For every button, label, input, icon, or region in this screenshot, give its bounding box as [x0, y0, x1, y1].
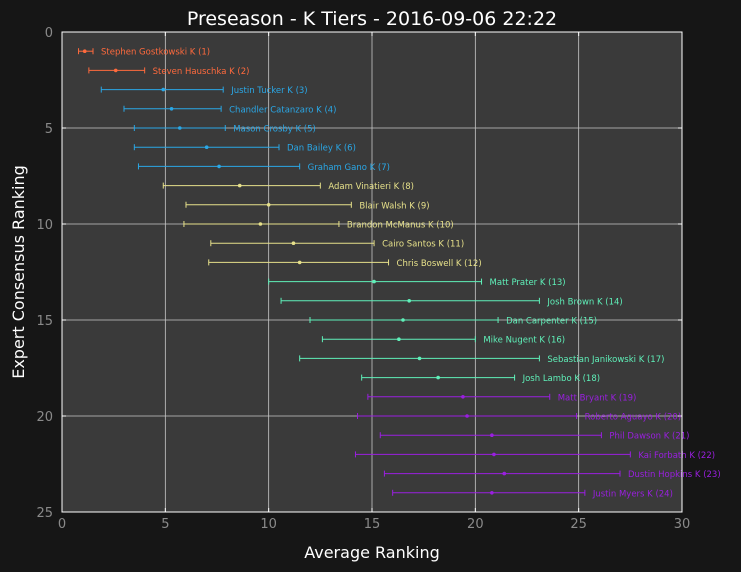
x-axis-label: Average Ranking — [304, 543, 440, 562]
player-errorbar: Josh Lambo K (18) — [361, 374, 600, 384]
player-errorbar: Chandler Catanzaro K (4) — [123, 105, 337, 115]
player-errorbar: Graham Gano K (7) — [137, 163, 390, 173]
player-label: Matt Bryant K (19) — [558, 393, 637, 403]
data-point — [237, 183, 242, 188]
data-point — [461, 395, 465, 399]
data-point — [169, 107, 174, 111]
player-errorbar: Justin Tucker K (3) — [100, 86, 308, 96]
player-label: Josh Brown K (14) — [546, 297, 622, 307]
y-tick-label: 5 — [45, 122, 53, 137]
player-label: Stephen Gostkowski K (1) — [101, 48, 210, 58]
data-point — [178, 126, 182, 130]
player-errorbar: Josh Brown K (14) — [280, 297, 623, 307]
player-errorbar: Dan Bailey K (6) — [133, 144, 356, 154]
player-label: Chandler Catanzaro K (4) — [229, 105, 336, 115]
data-point — [266, 203, 271, 207]
player-label: Sebastian Janikowski K (17) — [547, 355, 664, 365]
player-label: Graham Gano K (7) — [308, 163, 390, 173]
data-point — [258, 222, 263, 226]
data-point — [436, 375, 440, 380]
data-point — [465, 414, 469, 418]
player-label: Blair Walsh K (9) — [359, 201, 429, 211]
player-label: Mason Crosby K (5) — [233, 125, 316, 135]
data-point — [161, 87, 166, 92]
data-point — [407, 299, 412, 303]
data-point — [401, 318, 405, 322]
player-label: Phil Dawson K (21) — [609, 432, 689, 442]
x-tick-label: 30 — [674, 517, 691, 532]
player-label: Mike Nugent K (16) — [483, 336, 565, 346]
player-errorbar: Adam Vinatieri K (8) — [162, 182, 414, 192]
player-errorbar: Phil Dawson K (21) — [379, 432, 689, 442]
player-label: Justin Tucker K (3) — [230, 86, 307, 96]
player-errorbar: Justin Myers K (24) — [392, 489, 673, 499]
data-point — [492, 452, 496, 457]
player-label: Brandon McManus K (10) — [347, 221, 454, 231]
player-errorbar: Mike Nugent K (16) — [321, 336, 565, 346]
player-errorbar: Mason Crosby K (5) — [133, 125, 316, 135]
player-errorbar: Brandon McManus K (10) — [183, 221, 454, 231]
x-tick-label: 15 — [364, 517, 381, 532]
player-label: Dustin Hopkins K (23) — [628, 470, 721, 480]
player-label: Josh Lambo K (18) — [522, 374, 600, 384]
player-errorbar: Blair Walsh K (9) — [185, 201, 430, 211]
y-tick-label: 15 — [36, 314, 53, 329]
player-errorbar: Matt Prater K (13) — [268, 278, 566, 288]
data-point — [297, 260, 302, 265]
data-point — [417, 356, 422, 361]
data-point — [490, 491, 494, 495]
x-tick-label: 10 — [260, 517, 277, 532]
data-point — [82, 49, 87, 53]
player-label: Roberto Aguayo K (20) — [585, 413, 682, 423]
player-errorbar: Steven Hauschka K (2) — [88, 67, 250, 77]
y-tick-label: 0 — [45, 26, 53, 41]
y-axis-label: Expert Consensus Ranking — [9, 165, 28, 379]
data-point — [113, 68, 118, 73]
player-errorbar: Matt Bryant K (19) — [367, 393, 637, 403]
plot-frame — [61, 31, 683, 513]
data-point — [397, 337, 401, 342]
player-errorbar: Chris Boswell K (12) — [208, 259, 482, 269]
player-label: Steven Hauschka K (2) — [153, 67, 250, 77]
player-label: Cairo Santos K (11) — [382, 240, 464, 250]
y-tick-label: 10 — [36, 218, 53, 233]
player-label: Matt Prater K (13) — [490, 278, 566, 288]
x-tick-label: 5 — [161, 517, 169, 532]
player-errorbar: Dustin Hopkins K (23) — [383, 470, 721, 480]
player-errorbar: Cairo Santos K (11) — [210, 240, 464, 250]
player-errorbar: Dan Carpenter K (15) — [309, 317, 597, 327]
data-point — [490, 433, 494, 438]
player-label: Justin Myers K (24) — [592, 489, 673, 499]
data-point — [291, 241, 296, 245]
x-tick-label: 20 — [467, 517, 484, 532]
axis-ticks: 0 5 10 15 20 25 30 0 5 10 15 20 25 — [36, 26, 690, 532]
chart-title: Preseason - K Tiers - 2016-09-06 22:22 — [187, 8, 557, 30]
y-tick-label: 25 — [36, 506, 53, 521]
y-tick-label: 20 — [36, 410, 53, 425]
data-point — [502, 471, 507, 476]
player-label: Dan Carpenter K (15) — [506, 317, 597, 327]
data-point — [204, 145, 209, 149]
player-label: Adam Vinatieri K (8) — [328, 182, 414, 192]
player-label: Chris Boswell K (12) — [397, 259, 482, 269]
player-errorbar: Kai Forbath K (22) — [354, 451, 715, 461]
player-label: Kai Forbath K (22) — [638, 451, 715, 461]
player-errorbar: Stephen Gostkowski K (1) — [78, 48, 210, 58]
data-point — [217, 164, 221, 169]
error-bars: Stephen Gostkowski K (1) Steven Hauschka … — [78, 48, 721, 499]
x-tick-label: 0 — [58, 517, 66, 532]
player-errorbar: Roberto Aguayo K (20) — [357, 413, 682, 423]
player-label: Dan Bailey K (6) — [287, 144, 356, 154]
x-tick-label: 25 — [570, 517, 587, 532]
player-errorbar: Sebastian Janikowski K (17) — [299, 355, 664, 365]
data-point — [372, 279, 376, 284]
